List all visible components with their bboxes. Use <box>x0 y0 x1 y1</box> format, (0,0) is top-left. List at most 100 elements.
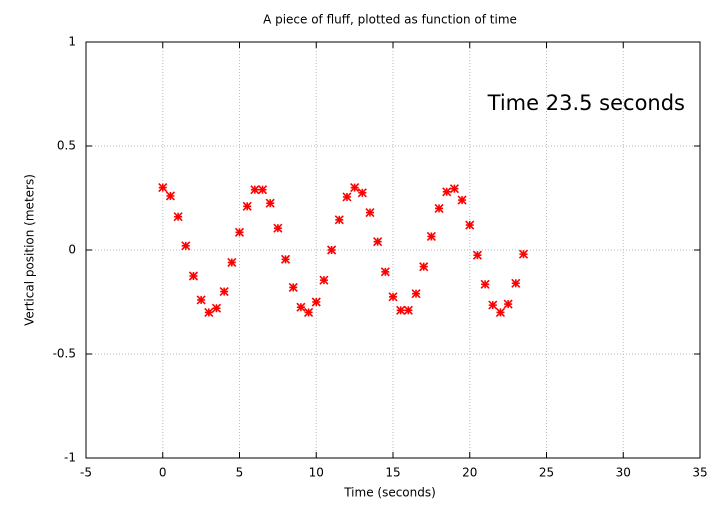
point <box>357 188 367 198</box>
point-stroke <box>311 297 321 307</box>
point-stroke <box>242 201 252 211</box>
point-stroke <box>503 299 513 309</box>
point-stroke <box>196 295 206 305</box>
point-stroke <box>465 220 475 230</box>
point <box>288 282 298 293</box>
point-stroke <box>373 237 383 247</box>
plot-frame <box>85 41 701 459</box>
y-tick-label: 1 <box>68 35 76 49</box>
point <box>227 257 237 268</box>
y-tick-label: 0.5 <box>57 139 76 153</box>
point <box>204 307 214 317</box>
point-stroke <box>204 307 214 317</box>
point <box>457 195 467 205</box>
point-stroke <box>357 188 367 198</box>
point-stroke <box>181 241 191 251</box>
point <box>273 223 283 233</box>
annotation: Time 23.5 seconds <box>487 91 685 115</box>
point-stroke <box>165 191 175 201</box>
x-tick-label: 10 <box>309 466 324 480</box>
point <box>304 307 314 317</box>
point <box>242 201 252 211</box>
point-stroke <box>449 184 459 194</box>
x-tick-label: 35 <box>692 466 707 480</box>
point <box>411 289 421 299</box>
point <box>442 187 452 197</box>
point <box>488 300 498 310</box>
y-axis-label: Vertical position (meters) <box>23 174 37 326</box>
point <box>350 183 360 193</box>
point-stroke <box>495 307 506 317</box>
point-stroke <box>457 195 467 205</box>
point-stroke <box>234 227 245 237</box>
point <box>158 183 168 193</box>
y-tick-label: 0 <box>68 243 76 257</box>
point <box>396 305 406 315</box>
point-stroke <box>511 278 521 288</box>
point <box>196 295 206 305</box>
point <box>280 254 291 264</box>
point <box>465 220 475 230</box>
point <box>511 278 521 288</box>
point <box>426 231 436 242</box>
point-stroke <box>265 198 275 208</box>
point <box>165 191 175 201</box>
point-stroke <box>158 183 168 193</box>
point <box>449 184 459 194</box>
point-stroke <box>342 192 352 202</box>
x-tick-label: 30 <box>616 466 631 480</box>
point <box>311 297 321 307</box>
point <box>419 262 429 272</box>
point-stroke <box>396 305 406 315</box>
point-stroke <box>442 187 452 197</box>
point-stroke <box>419 262 429 272</box>
point-stroke <box>411 289 421 299</box>
point <box>296 302 306 312</box>
point-stroke <box>257 185 268 195</box>
point <box>373 237 383 247</box>
point-stroke <box>380 267 390 277</box>
point <box>265 198 275 208</box>
point <box>365 207 375 218</box>
x-tick-label: 25 <box>539 466 554 480</box>
point <box>480 279 490 289</box>
point-stroke <box>273 223 283 233</box>
point-stroke <box>480 279 490 289</box>
point <box>434 203 444 213</box>
point <box>342 192 352 202</box>
point <box>495 307 506 317</box>
point-stroke <box>426 231 436 242</box>
x-axis-label: Time (seconds) <box>343 486 436 500</box>
point-stroke <box>211 303 222 313</box>
point <box>257 185 268 195</box>
point <box>518 249 529 259</box>
point-stroke <box>219 287 229 297</box>
point <box>380 267 390 277</box>
y-tick-label: -0.5 <box>53 347 76 361</box>
x-tick-label: 0 <box>159 466 167 480</box>
point-stroke <box>250 185 260 195</box>
point <box>403 305 413 315</box>
point-stroke <box>472 250 482 260</box>
point-stroke <box>434 203 444 213</box>
point <box>334 215 344 225</box>
point-stroke <box>280 254 291 264</box>
point <box>181 241 191 251</box>
point <box>503 299 513 309</box>
point-stroke <box>403 305 413 315</box>
point-stroke <box>173 212 183 222</box>
point-stroke <box>365 207 375 218</box>
point <box>250 185 260 195</box>
point-stroke <box>488 300 498 310</box>
point-stroke <box>327 245 337 255</box>
x-tick-label: 15 <box>385 466 400 480</box>
point-stroke <box>288 282 298 293</box>
point-stroke <box>518 249 529 259</box>
point-stroke <box>304 307 314 317</box>
point <box>188 271 199 281</box>
point <box>388 292 398 302</box>
point <box>211 303 222 313</box>
point <box>173 212 183 222</box>
